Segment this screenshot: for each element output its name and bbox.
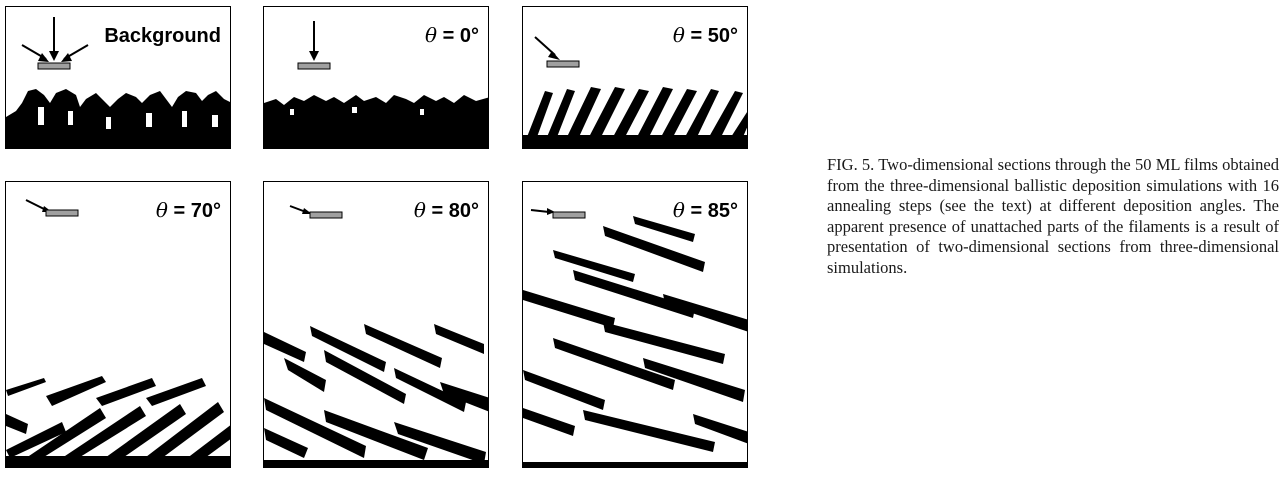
substrate-icon [309, 211, 343, 219]
substrate-icon [45, 209, 79, 217]
panel-theta-70: θ = 70° [5, 181, 231, 468]
panel-theta-80: θ = 80° [263, 181, 489, 468]
panel-theta-0-image [264, 21, 488, 148]
panel-label: θ = 50° [672, 23, 738, 47]
substrate-icon [37, 62, 71, 70]
deposition-arrow-icon [289, 205, 312, 214]
panel-theta-70-image [6, 199, 230, 467]
panel-label: θ = 80° [413, 198, 479, 222]
panel-background-image [6, 17, 230, 148]
film-deposit [6, 376, 230, 467]
film-deposit [523, 216, 747, 467]
panel-theta-0: θ = 0° [263, 6, 489, 149]
panel-label: Background [104, 25, 221, 47]
film-deposit [523, 87, 747, 148]
panel-label: θ = 85° [672, 198, 738, 222]
film-deposit [264, 324, 488, 467]
panel-theta-85-image [523, 208, 747, 467]
figure-caption: FIG. 5. Two-dimensional sections through… [827, 155, 1279, 277]
panel-theta-80-image [264, 205, 488, 467]
panel-label: θ = 70° [155, 198, 221, 222]
panel-theta-50-image [523, 36, 747, 148]
deposition-arrow-icon [309, 21, 319, 61]
substrate-icon [546, 60, 580, 68]
film-deposit [264, 95, 488, 148]
panel-theta-85: θ = 85° [522, 181, 748, 468]
panel-label: θ = 0° [425, 23, 479, 47]
substrate-icon [297, 62, 331, 70]
panel-background: Background [5, 6, 231, 149]
deposition-arrow-icon [534, 36, 560, 60]
film-deposit [6, 89, 230, 148]
panel-theta-50: θ = 50° [522, 6, 748, 149]
deposition-arrow-icon [530, 208, 555, 215]
deposition-arrows-icon [21, 17, 89, 62]
substrate-icon [552, 211, 586, 219]
